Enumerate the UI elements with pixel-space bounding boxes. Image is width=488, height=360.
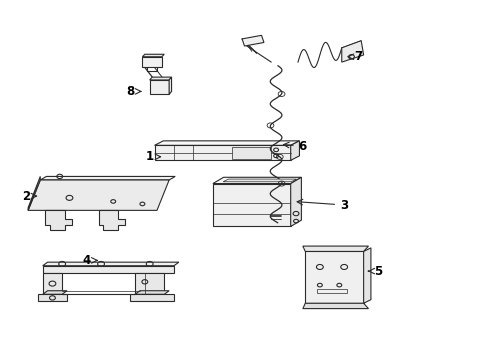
Text: 2: 2 [21, 190, 37, 203]
Polygon shape [149, 77, 171, 80]
Polygon shape [223, 179, 296, 182]
Polygon shape [42, 266, 174, 273]
Polygon shape [40, 176, 175, 180]
Text: 4: 4 [82, 254, 97, 267]
Text: 8: 8 [126, 85, 141, 98]
Polygon shape [42, 291, 67, 294]
Text: 6: 6 [283, 140, 306, 153]
Polygon shape [42, 262, 179, 266]
Polygon shape [99, 210, 125, 230]
Polygon shape [305, 251, 363, 303]
Polygon shape [341, 41, 363, 62]
Polygon shape [45, 210, 72, 230]
Text: 3: 3 [297, 198, 347, 212]
Polygon shape [212, 184, 290, 226]
Polygon shape [290, 141, 299, 160]
Polygon shape [28, 180, 169, 210]
Polygon shape [363, 248, 370, 303]
Polygon shape [38, 294, 67, 301]
Polygon shape [130, 294, 174, 301]
Polygon shape [290, 177, 301, 226]
Text: 5: 5 [367, 265, 382, 278]
Text: 1: 1 [145, 150, 160, 163]
Polygon shape [154, 141, 299, 145]
Polygon shape [154, 145, 290, 160]
Polygon shape [242, 35, 264, 46]
Polygon shape [142, 57, 162, 67]
Polygon shape [28, 176, 40, 210]
Polygon shape [142, 54, 164, 57]
Polygon shape [135, 273, 164, 294]
Polygon shape [42, 273, 62, 294]
Text: 7: 7 [347, 50, 362, 63]
Polygon shape [302, 246, 368, 251]
Polygon shape [169, 77, 171, 94]
Polygon shape [149, 80, 169, 94]
Polygon shape [232, 147, 271, 158]
Polygon shape [212, 177, 301, 184]
Polygon shape [302, 303, 368, 309]
Polygon shape [135, 291, 169, 294]
